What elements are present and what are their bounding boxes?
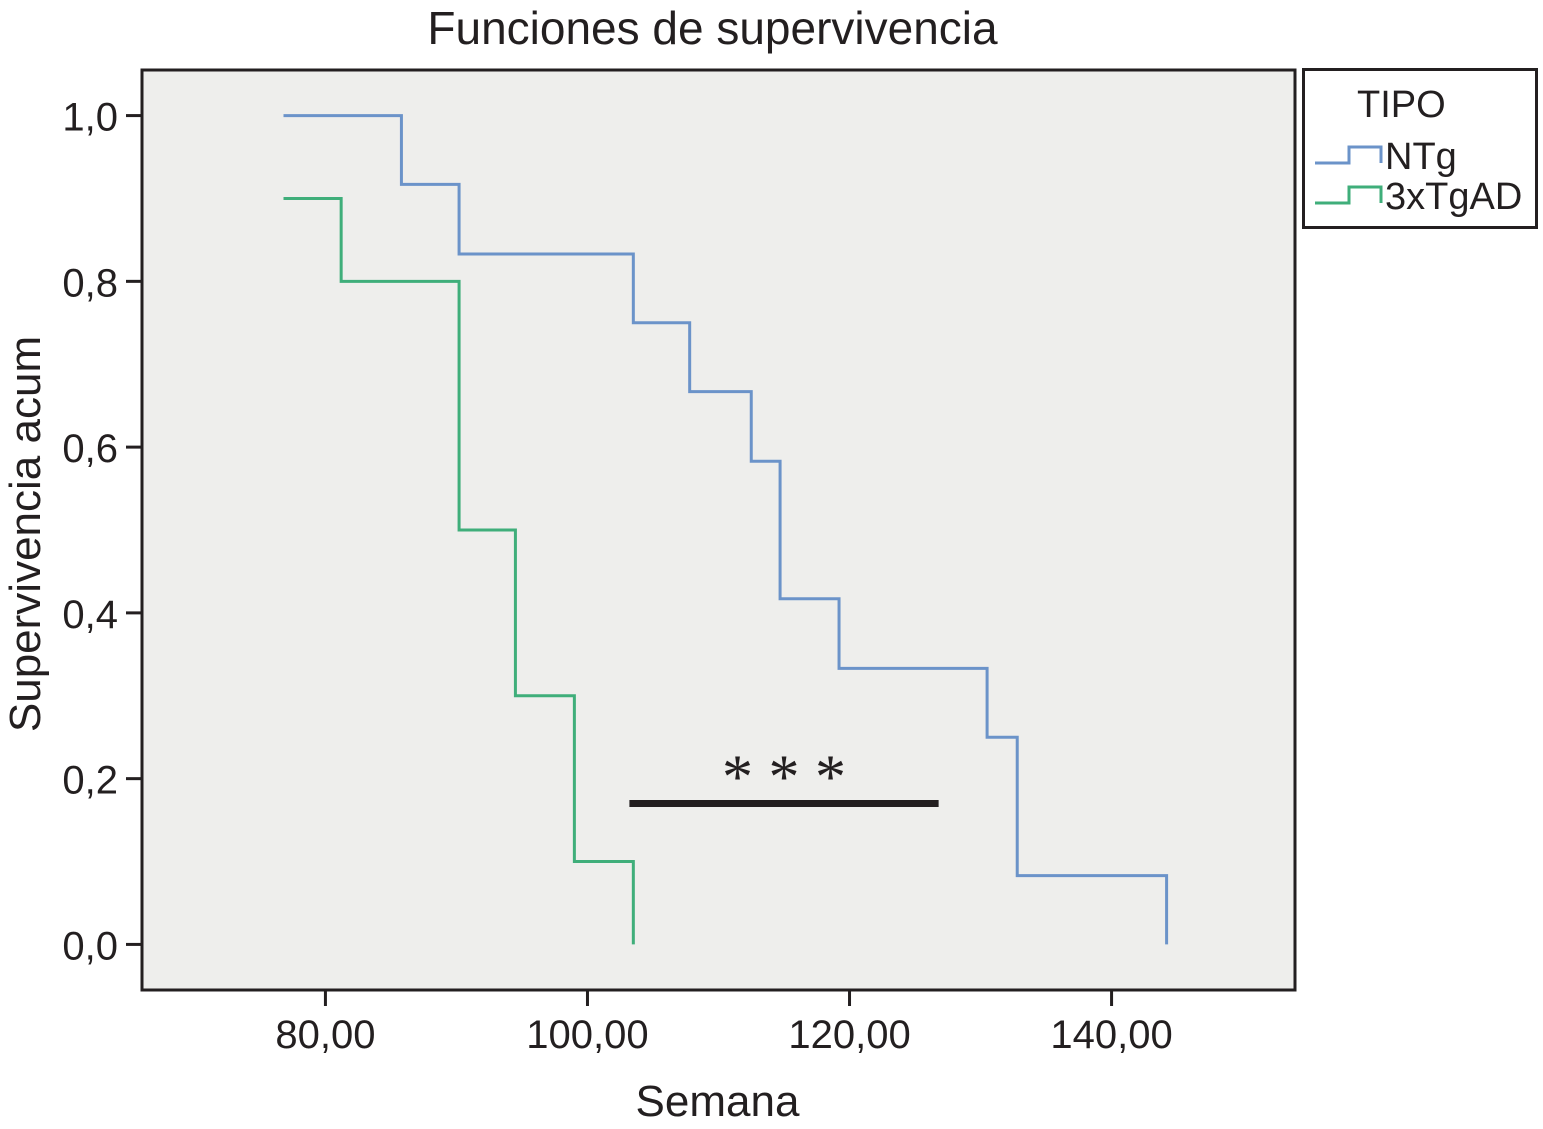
series-line-ntg (283, 114, 1169, 945)
series-line-3xtgad (283, 196, 635, 945)
plot-area (140, 68, 1297, 992)
y-tick-label-1: 0,2 (62, 759, 118, 803)
annotation-layer: * * * (629, 744, 939, 812)
significance-label-0: * * * (722, 744, 846, 812)
legend-title: TIPO (1357, 84, 1446, 126)
x-tick-label-2: 120,00 (788, 1013, 910, 1057)
x-axis: 80,00 100,00 120,00 140,00 (275, 990, 1173, 1057)
legend-label-3xtgad: 3xTgAD (1385, 176, 1523, 218)
y-tick-label-4: 0,8 (62, 261, 118, 305)
chart-title: Funciones de supervivencia (427, 2, 998, 54)
y-axis-label: Supervivencia acum (1, 335, 50, 733)
legend-swatch-ntg (1315, 145, 1383, 165)
legend-label-ntg: NTg (1385, 136, 1457, 178)
legend-swatch-3xtgad (1315, 185, 1383, 205)
y-tick-label-3: 0,6 (62, 427, 118, 471)
y-tick-label-0: 0,0 (62, 924, 118, 968)
x-tick-label-3: 140,00 (1050, 1013, 1172, 1057)
series-layer (283, 114, 1169, 945)
x-tick-label-0: 80,00 (275, 1013, 375, 1057)
y-axis: 0,0 0,2 0,4 0,6 0,8 1,0 (62, 96, 142, 968)
x-axis-label: Semana (635, 1077, 800, 1126)
y-tick-label-2: 0,4 (62, 593, 118, 637)
x-tick-label-1: 100,00 (526, 1013, 648, 1057)
y-tick-label-5: 1,0 (62, 96, 118, 140)
legend: TIPO NTg 3xTgAD (1302, 68, 1538, 229)
